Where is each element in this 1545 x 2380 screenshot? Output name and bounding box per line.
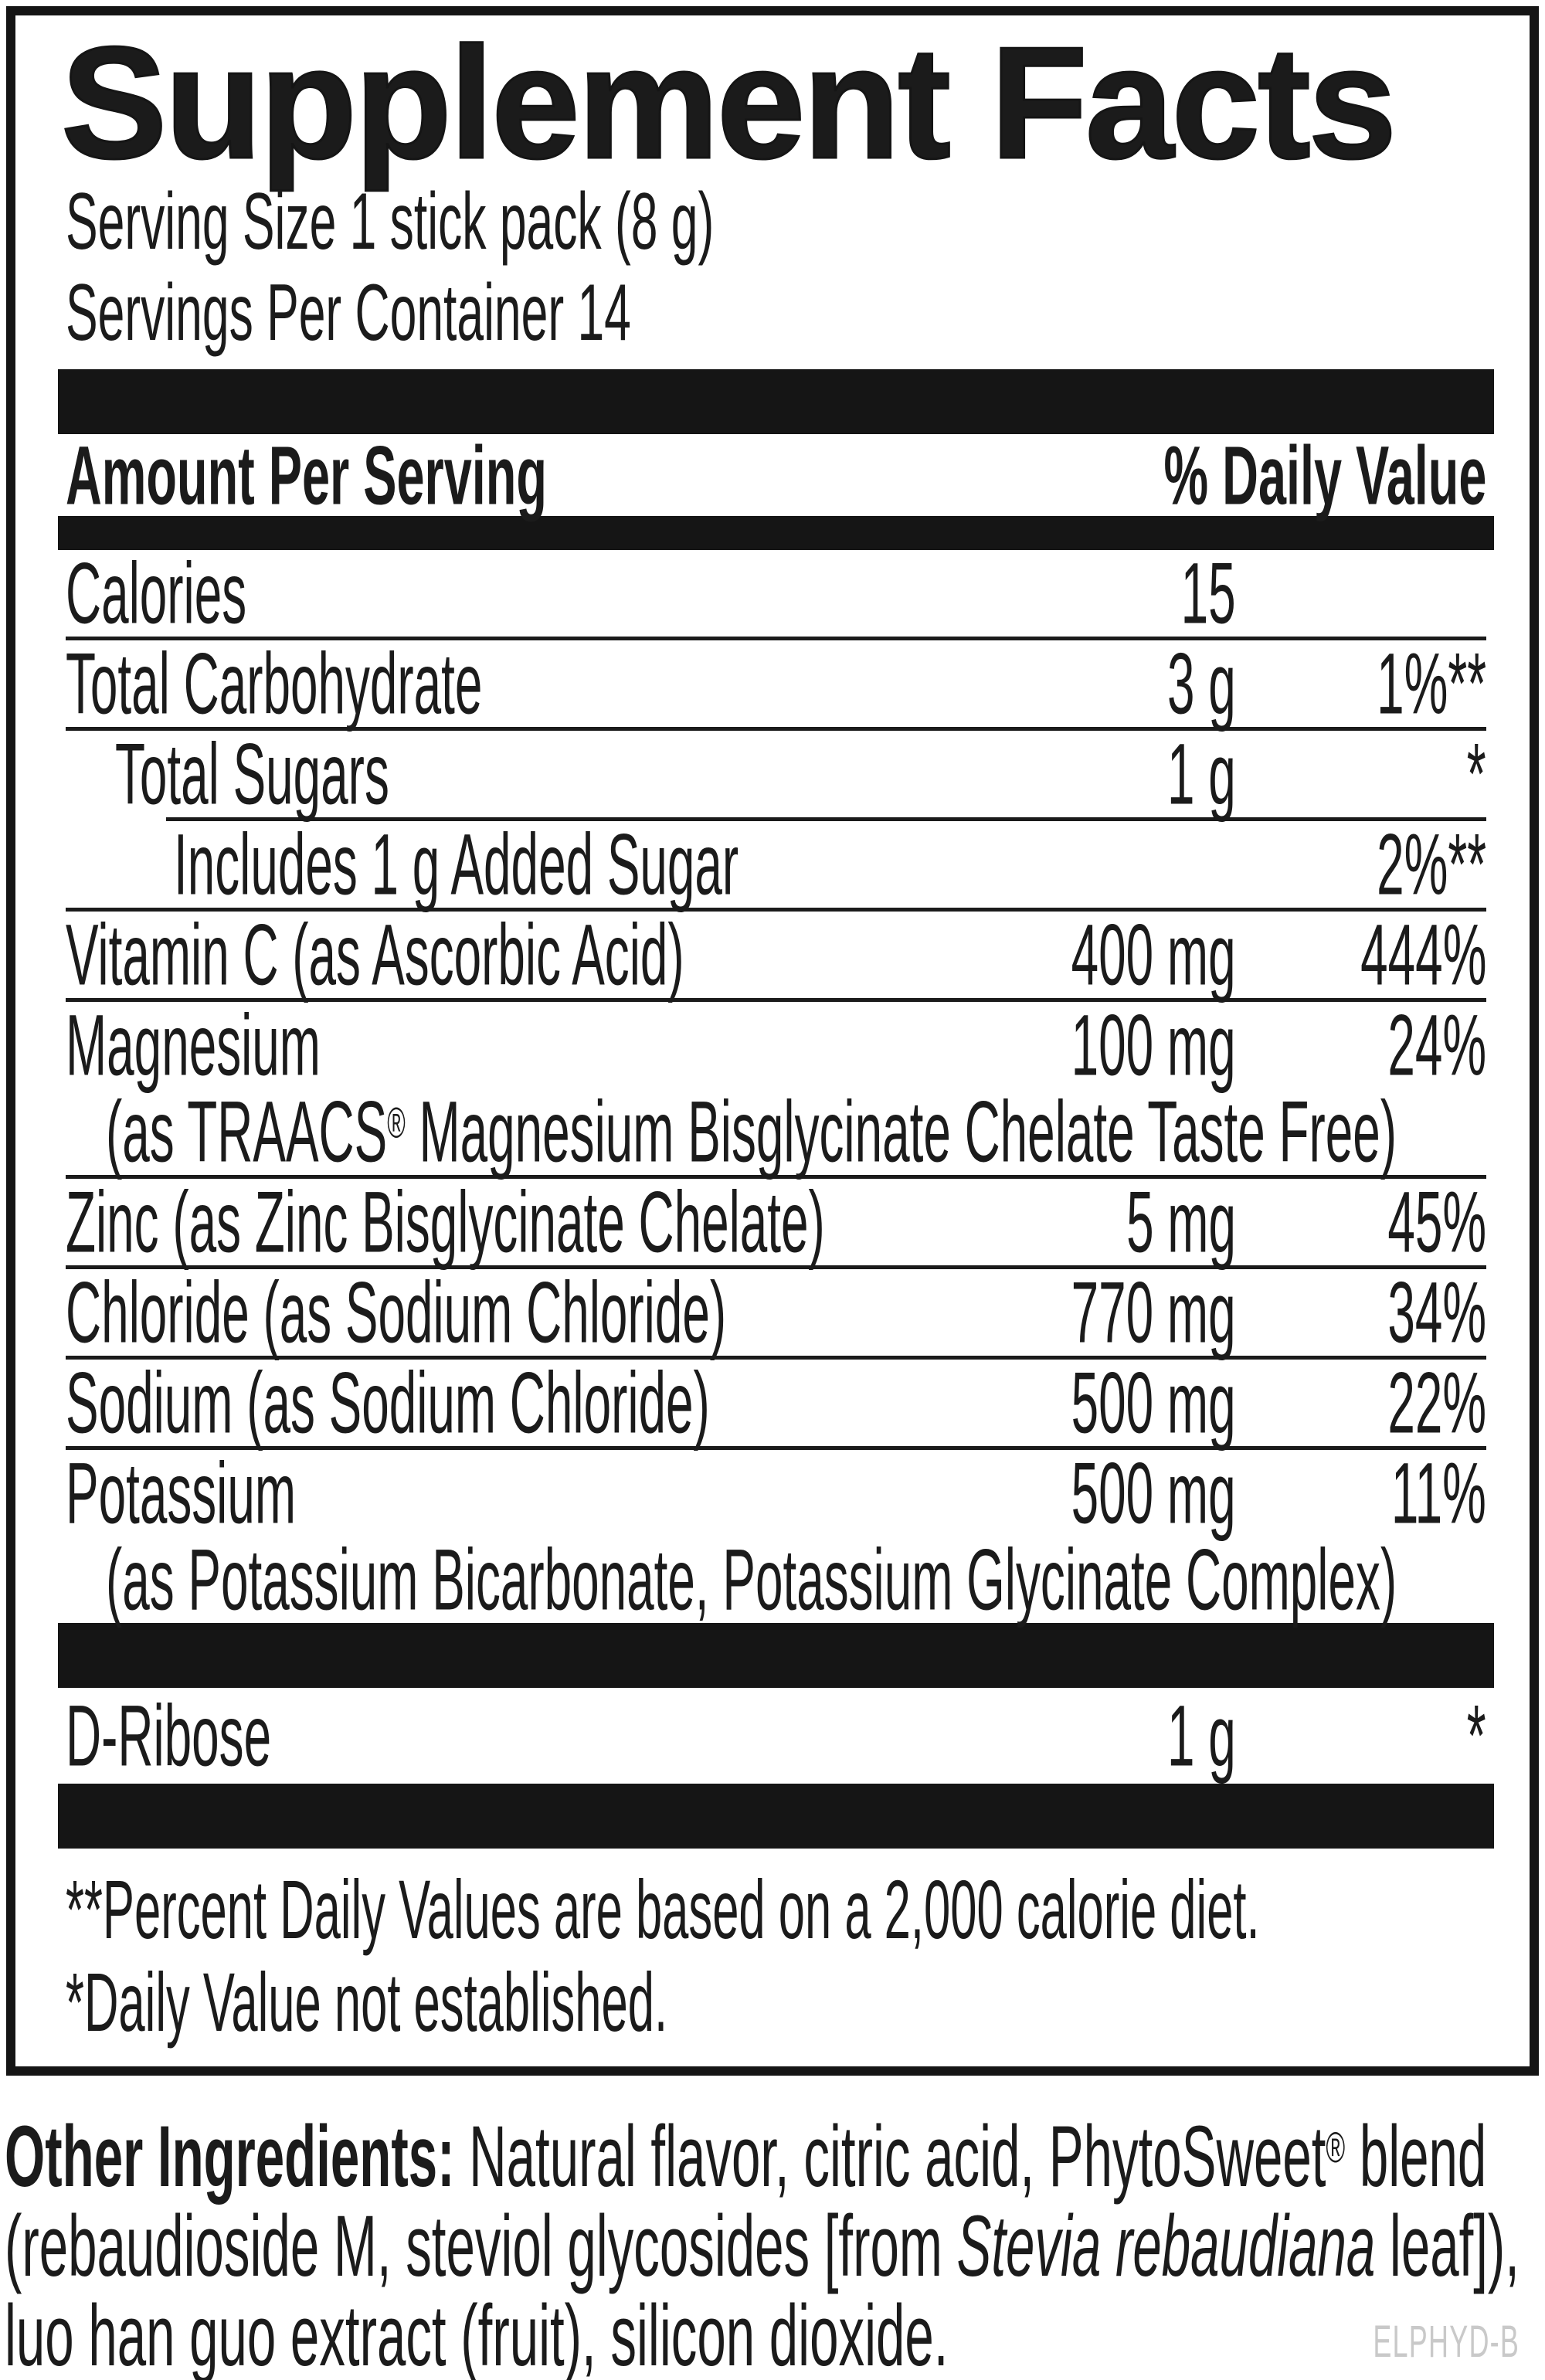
nutrient-name: Calories [66, 545, 247, 642]
row-separator [66, 908, 1486, 912]
nutrient-dv: 24% [1387, 996, 1486, 1094]
nutrient-amount: 3 g [1167, 635, 1236, 732]
footnote-not-established: *Daily Value not established. [66, 1955, 668, 2049]
facts-box: Supplement Facts Serving Size 1 stick pa… [6, 6, 1539, 2076]
footnote-line: *Daily Value not established. [66, 1954, 1486, 2049]
nutrient-name: Sodium (as Sodium Chloride) [66, 1354, 710, 1451]
other-ingredients-text-1: Other Ingredients: Natural flavor, citri… [5, 2112, 1486, 2216]
nutrient-name: Total Carbohydrate [66, 635, 483, 732]
nutrient-name: Potassium [66, 1445, 297, 1542]
nutrient-row-magnesium: Magnesium 100 mg 24% (as TRAACS® Magnesium … [66, 997, 1486, 1180]
footnote-percent-dv: **Percent Daily Values are based on a 2,… [66, 1862, 1260, 1956]
daily-value-header: % Daily Value [1163, 428, 1486, 522]
footnotes: **Percent Daily Values are based on a 2,… [66, 1861, 1486, 2049]
nutrient-dv: * [1467, 725, 1486, 823]
text-segment: (as TRAACS [106, 1083, 388, 1180]
nutrient-amount: 15 [1180, 545, 1236, 642]
nutrient-amount: 500 mg [1071, 1445, 1236, 1542]
other-ingredients-text-3: luo han guo extract (fruit), silicon dio… [5, 2291, 948, 2380]
other-ingredients: Other Ingredients: Natural flavor, citri… [5, 2107, 1540, 2380]
nutrient-dv: 2%** [1377, 816, 1486, 913]
serving-size: Serving Size 1 stick pack (8 g) [66, 177, 715, 267]
text-segment: Stevia rebaudiana [956, 2198, 1376, 2294]
text-segment: Magnesium Bisglycinate Chelate Taste Fre… [405, 1083, 1397, 1180]
nutrient-name: Vitamin C (as Ascorbic Acid) [66, 906, 684, 1003]
nutrient-amount: 400 mg [1071, 906, 1236, 1003]
other-ingredients-text-2: (rebaudioside M, steviol glycosides [fro… [5, 2202, 1520, 2291]
nutrient-amount: 100 mg [1071, 996, 1236, 1094]
row-separator [166, 817, 1486, 821]
registered-mark: ® [1326, 2123, 1346, 2172]
column-header-row: Amount Per Serving % Daily Value [66, 429, 1486, 522]
divider-bar-bottom [58, 1784, 1494, 1849]
nutrient-row-d-ribose: D-Ribose 1 g * [66, 1688, 1486, 1784]
nutrient-dv: 45% [1387, 1173, 1486, 1271]
text-segment: Natural flavor, citric acid, PhytoSweet [469, 2108, 1326, 2205]
serving-size-line: Serving Size 1 stick pack (8 g) [66, 176, 1486, 267]
nutrient-dv: 444% [1360, 906, 1486, 1003]
text-segment: leaf]), [1375, 2198, 1520, 2294]
nutrient-dv: 22% [1387, 1354, 1486, 1451]
nutrient-row-zinc-as-zinc-bisglycinate-chelate: Zinc (as Zinc Bisglycinate Chelate) 5 mg 4… [66, 1174, 1486, 1271]
other-ingredients-line: luo han guo extract (fruit), silicon dio… [5, 2286, 1540, 2380]
nutrient-row-chloride-as-sodium-chloride: Chloride (as Sodium Chloride) 770 mg 34% [66, 1265, 1486, 1361]
nutrient-name: Chloride (as Sodium Chloride) [66, 1264, 727, 1361]
registered-mark: ® [387, 1098, 406, 1147]
text-segment: (as Potassium Bicarbonate, Potassium Gly… [106, 1531, 1397, 1628]
other-ingredients-line: (rebaudioside M, steviol glycosides [fro… [5, 2196, 1540, 2291]
nutrient-dv: 1%** [1377, 635, 1486, 732]
nutrient-amount: 770 mg [1071, 1264, 1236, 1361]
nutrient-row-vitamin-c-as-ascorbic-acid: Vitamin C (as Ascorbic Acid) 400 mg 444% [66, 907, 1486, 1003]
nutrient-row-calories: Calories 15 [66, 545, 1486, 642]
nutrient-row-potassium: Potassium 500 mg 11% (as Potassium Bicarbon… [66, 1445, 1486, 1628]
row-separator [66, 727, 1486, 731]
divider-bar-header [58, 516, 1494, 550]
nutrient-dv: 34% [1387, 1264, 1486, 1361]
nutrient-rows: Calories 15 Total Carbohydrate 3 g 1%** Total… [66, 545, 1486, 1628]
nutrient-row-sodium-as-sodium-chloride: Sodium (as Sodium Chloride) 500 mg 22% [66, 1355, 1486, 1451]
row-separator [66, 998, 1486, 1002]
supplement-label: Supplement Facts Serving Size 1 stick pa… [0, 6, 1545, 2380]
nutrient-source-subline: (as Potassium Bicarbonate, Potassium Gly… [106, 1530, 1397, 1630]
amount-per-serving-header: Amount Per Serving [66, 428, 547, 522]
row-separator [66, 637, 1486, 640]
divider-bar-top [58, 369, 1494, 434]
nutrient-amount: 1 g [1167, 1687, 1236, 1784]
nutrient-name: D-Ribose [66, 1687, 272, 1784]
nutrient-dv: * [1467, 1687, 1486, 1784]
text-segment: blend [1345, 2108, 1487, 2205]
nutrient-source-subline: (as TRAACS® Magnesium Bisglycinate Chela… [106, 1082, 1397, 1182]
nutrient-row-total-sugars: Total Sugars 1 g * [66, 726, 1486, 823]
nutrient-amount: 500 mg [1071, 1354, 1236, 1451]
text-segment: (rebaudioside M, steviol glycosides [fro… [5, 2198, 957, 2294]
nutrient-name: Magnesium [66, 996, 321, 1094]
other-ingredients-line: Other Ingredients: Natural flavor, citri… [5, 2107, 1540, 2202]
nutrient-dv: 11% [1390, 1445, 1486, 1542]
row-separator [66, 1265, 1486, 1269]
text-segment: luo han guo extract (fruit), silicon dio… [5, 2287, 949, 2380]
row-separator [66, 1175, 1486, 1179]
panel-title: Supplement Facts [60, 14, 1398, 192]
nutrient-row-total-carbohydrate: Total Carbohydrate 3 g 1%** [66, 636, 1486, 732]
servings-per-container-line: Servings Per Container 14 [66, 267, 1486, 358]
nutrient-name: Includes 1 g Added Sugar [174, 816, 739, 913]
nutrient-row-includes-1-g-added-sugar: Includes 1 g Added Sugar 2%** [66, 817, 1486, 913]
nutrient-amount: 5 mg [1126, 1173, 1236, 1271]
footnote-line: **Percent Daily Values are based on a 2,… [66, 1861, 1486, 1956]
nutrient-amount: 1 g [1167, 725, 1236, 823]
row-separator [66, 1356, 1486, 1360]
nutrient-name: Total Sugars [115, 725, 389, 823]
servings-per-container: Servings Per Container 14 [66, 268, 631, 358]
text-segment: Other Ingredients: [5, 2108, 470, 2205]
nutrient-name: Zinc (as Zinc Bisglycinate Chelate) [66, 1173, 825, 1271]
divider-bar-above-d-ribose [58, 1623, 1494, 1688]
row-separator [66, 1446, 1486, 1450]
product-code: ELPHYD-B [1373, 2317, 1520, 2367]
